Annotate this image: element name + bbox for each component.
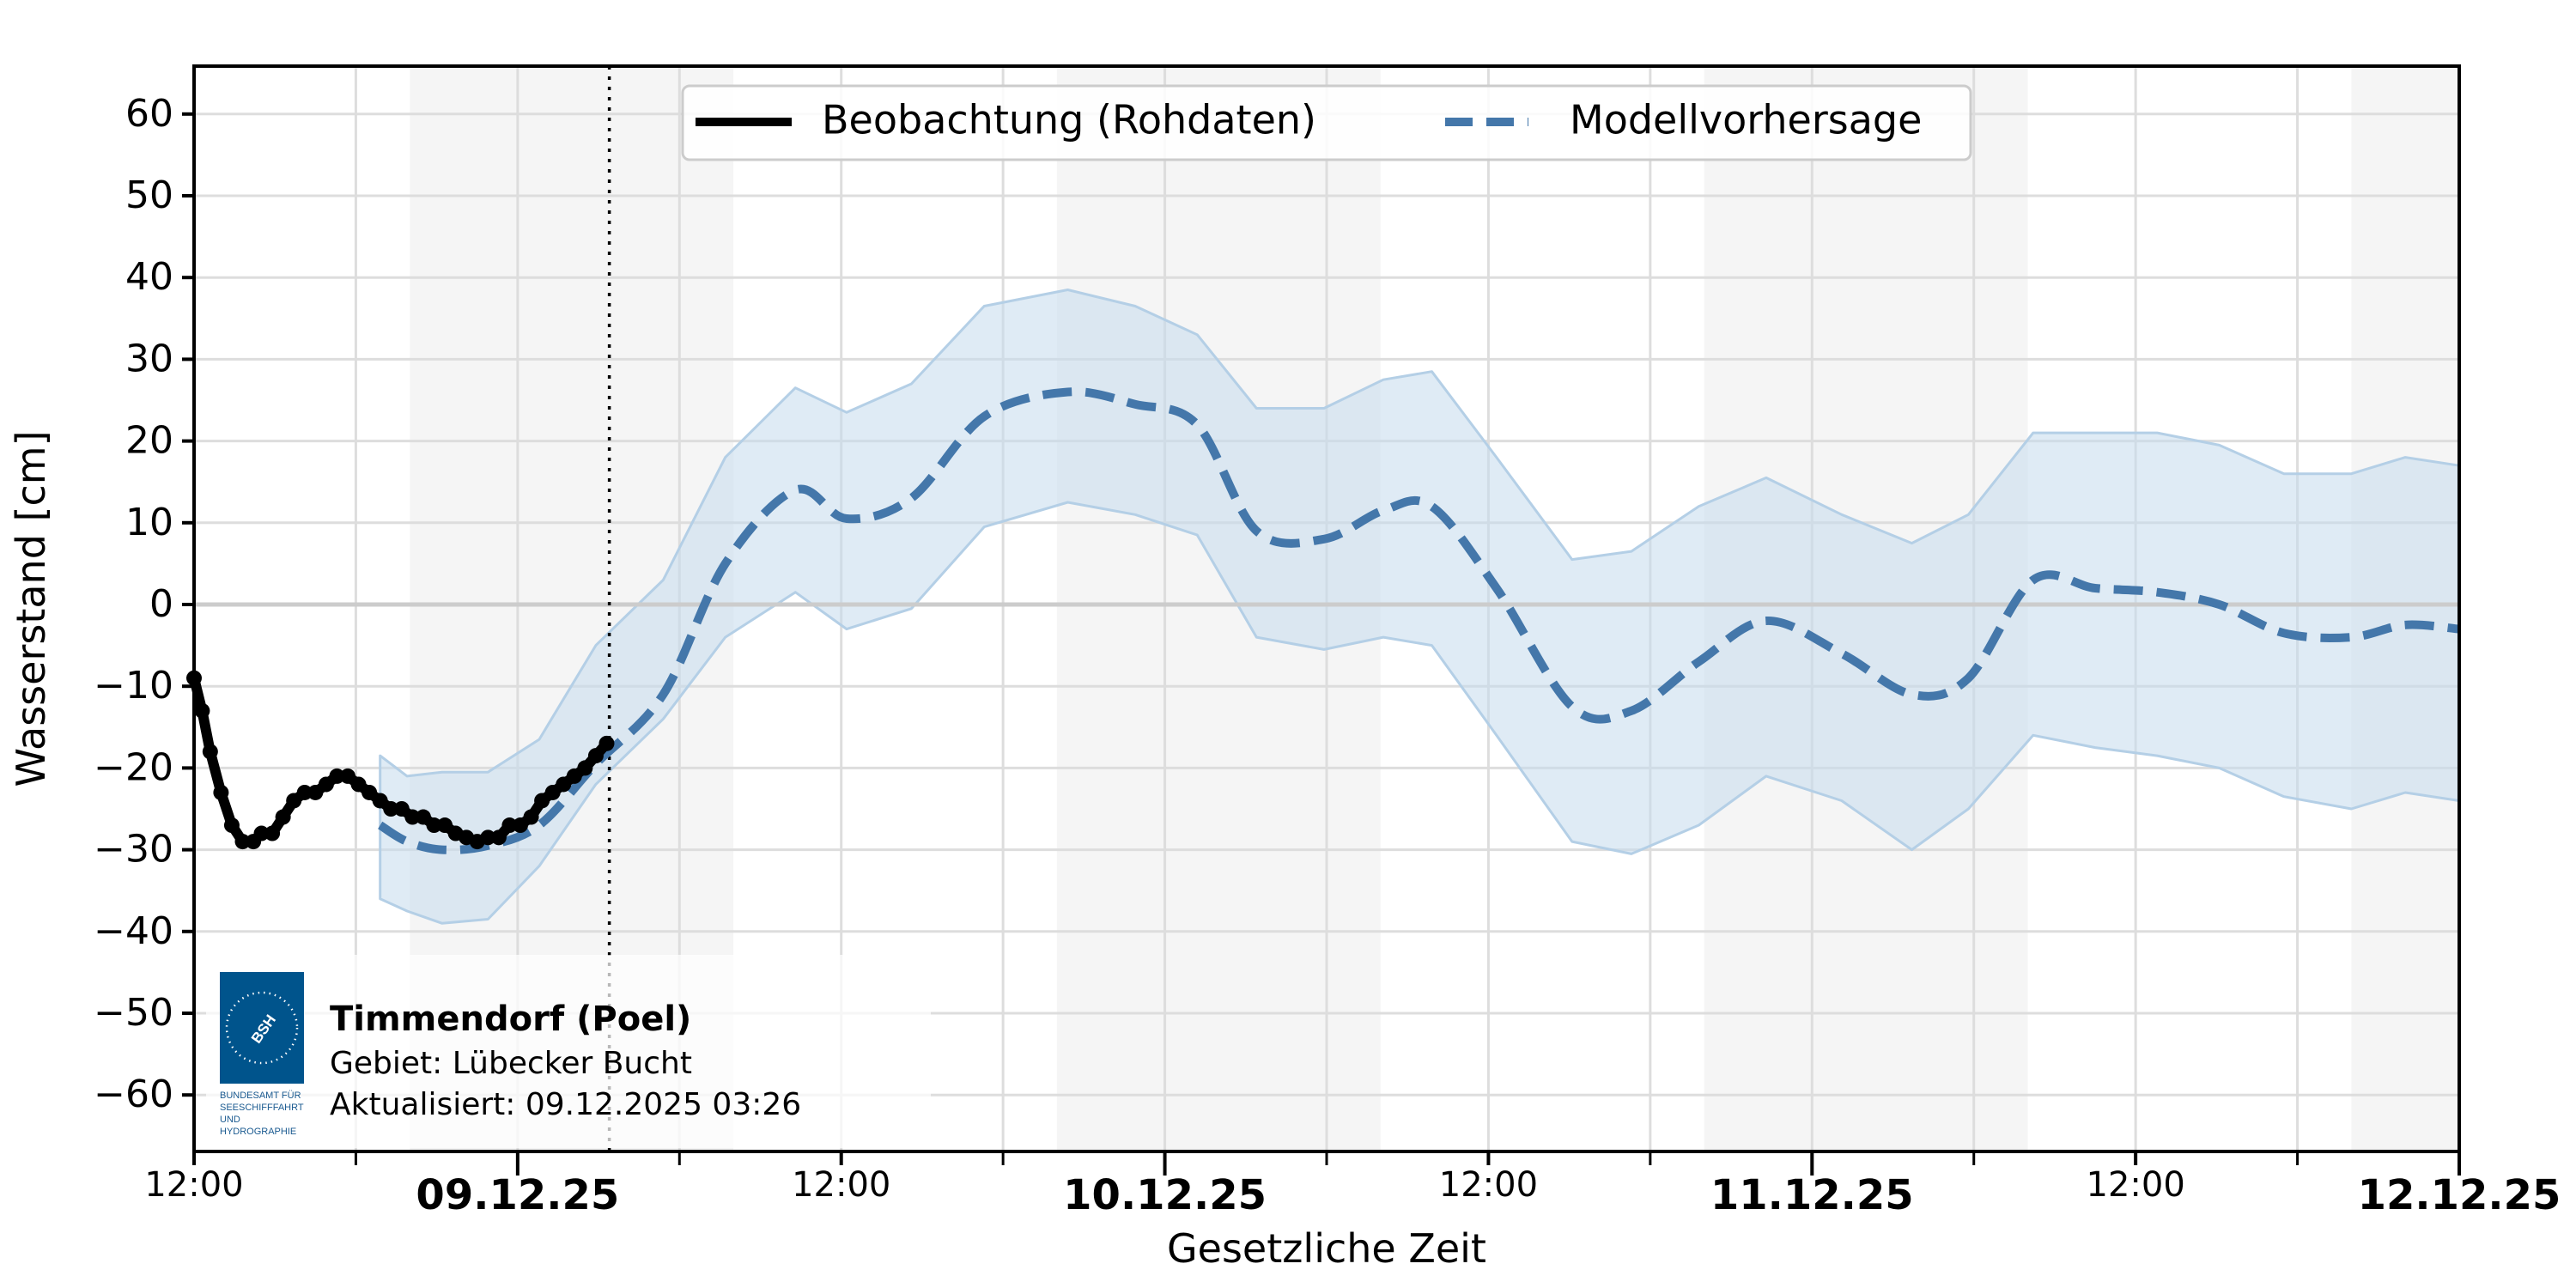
forecast-line [377,387,2460,854]
y-tick-label: −20 [94,745,173,789]
legend-observation-label: Beobachtung (Rohdaten) [822,97,1316,143]
observation-line [186,670,615,850]
bsh-logo-line-3: UND [220,1115,240,1125]
y-tick-label: −40 [94,909,173,953]
y-tick-label: 50 [125,173,173,217]
y-tick-label: 40 [125,255,173,299]
y-tick-label: −10 [94,664,173,708]
x-tick-label: 12:00 [1439,1165,1538,1205]
x-tick-label: 10.12.25 [1063,1171,1267,1219]
y-tick-label: −50 [94,991,173,1035]
y-tick-label: 10 [125,501,173,544]
x-axis: 12:00 09.12.25 12:00 10.12.25 12:00 11.12.25 1… [144,1151,2561,1219]
station-info-box: BSH BUNDESAMT FÜR SEESCHIFFFAHRT UND HYD… [206,955,931,1148]
bsh-logo-line-1: BUNDESAMT FÜR [220,1091,301,1101]
x-tick-label: 12.12.25 [2358,1171,2561,1219]
updated-timestamp: Aktualisiert: 09.12.2025 03:26 [330,1087,801,1122]
y-tick-label: 60 [125,92,173,136]
y-tick-label: −60 [94,1072,173,1116]
x-tick-label: 12:00 [2087,1165,2185,1205]
x-tick-label: 09.12.25 [416,1171,619,1219]
forecast-path [377,387,2460,854]
bsh-logo-dots [225,991,299,1065]
bsh-logo: BSH BUNDESAMT FÜR SEESCHIFFFAHRT UND HYD… [220,972,304,1137]
y-tick-label: −30 [94,828,173,872]
y-tick-label: 30 [125,337,173,380]
bsh-logo-line-4: HYDROGRAPHIE [220,1127,296,1137]
y-tick-label: 20 [125,419,173,463]
x-tick-label: 11.12.25 [1710,1171,1914,1219]
legend-forecast-label: Modellvorhersage [1570,97,1922,143]
bsh-logo-line-2: SEESCHIFFFAHRT [220,1103,304,1113]
legend: Beobachtung (Rohdaten) Modellvorhersage [681,84,1972,161]
x-axis-label: Gesetzliche Zeit [1167,1225,1486,1272]
y-tick-label: 0 [149,582,173,626]
station-name: Timmendorf (Poel) [330,999,691,1039]
x-tick-label: 12:00 [144,1165,243,1205]
x-tick-label: 12:00 [792,1165,890,1205]
bsh-logo-square [220,972,304,1084]
y-axis-label: Wasserstand [cm] [8,430,54,787]
y-axis: 60 50 40 30 20 10 0 −10 −20 −30 −40 −50 −60 [94,92,194,1116]
station-area: Gebiet: Lübecker Bucht [330,1046,692,1081]
